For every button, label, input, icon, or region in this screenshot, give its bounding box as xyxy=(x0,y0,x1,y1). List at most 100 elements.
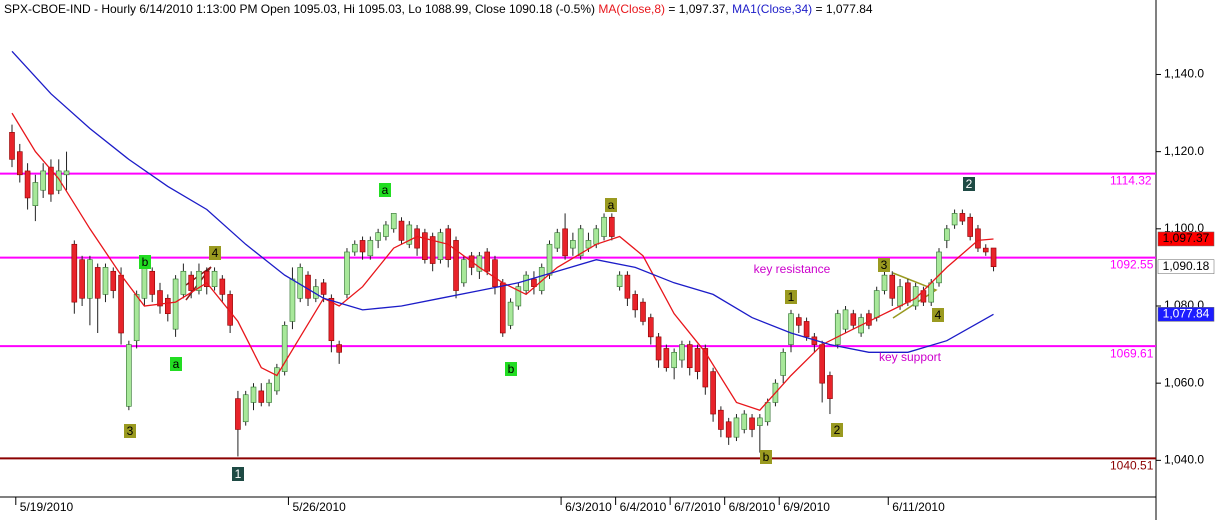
candle-body xyxy=(328,297,335,342)
candle-body xyxy=(351,243,358,253)
candle-body xyxy=(94,267,101,299)
candle-body xyxy=(819,344,825,384)
candle-body xyxy=(647,317,654,338)
header-part: = 1,077.84 xyxy=(812,2,873,16)
candle-body xyxy=(959,213,966,222)
price-tag xyxy=(1157,259,1215,274)
wave-label: 2 xyxy=(834,423,841,437)
wave-label-box xyxy=(605,198,617,212)
x-tick-label: 5/26/2010 xyxy=(292,500,346,514)
y-tick-label: 1,100.0 xyxy=(1164,221,1204,235)
price-tag xyxy=(1157,307,1215,322)
candle-body xyxy=(562,228,568,257)
candle-body xyxy=(118,274,124,334)
candle-body xyxy=(102,267,109,295)
wave-label: 1 xyxy=(235,467,242,481)
level-label: 1069.61 xyxy=(1110,346,1154,360)
candle-body xyxy=(757,417,763,426)
candle-body xyxy=(515,286,522,307)
candle-body xyxy=(624,274,631,299)
y-tick-label: 1,040.0 xyxy=(1164,453,1204,467)
candle-body xyxy=(258,390,265,403)
candle-body xyxy=(476,255,483,272)
triangle-pattern xyxy=(892,272,938,319)
wave-label-box xyxy=(170,357,182,371)
candle-body xyxy=(63,170,70,176)
x-tick-label: 5/19/2010 xyxy=(20,500,74,514)
candle-body xyxy=(889,274,896,299)
candle-body xyxy=(694,348,701,372)
wave-label-box xyxy=(963,177,975,191)
candle-body xyxy=(492,259,498,288)
candle-body xyxy=(149,270,156,295)
candle-body xyxy=(718,409,724,430)
candle-body xyxy=(398,220,405,241)
x-tick-label: 6/3/2010 xyxy=(565,500,612,514)
candle-body xyxy=(242,394,249,423)
candle-body xyxy=(422,232,428,260)
candle-body xyxy=(289,278,296,322)
candle-body xyxy=(577,228,584,257)
candle-body xyxy=(679,344,685,361)
candle-body xyxy=(936,251,942,284)
candle-body xyxy=(640,301,646,322)
candle-body xyxy=(79,259,85,299)
candle-body xyxy=(406,224,413,245)
candle-body xyxy=(274,367,280,392)
wave-label: 3 xyxy=(127,424,134,438)
price-tag xyxy=(1157,231,1215,247)
annotation-text: key support xyxy=(879,350,942,364)
y-tick-label: 1,060.0 xyxy=(1164,375,1204,389)
candle-body xyxy=(235,398,241,430)
candle-body xyxy=(336,344,342,353)
candle-body xyxy=(982,247,989,253)
wave-label-box xyxy=(379,183,391,197)
candle-body xyxy=(305,274,311,299)
candle-body xyxy=(531,278,537,288)
candle-body xyxy=(585,240,592,249)
candle-body xyxy=(523,274,529,291)
candle-body xyxy=(990,247,997,268)
header-part: MA(Close,8) xyxy=(598,2,665,16)
candle-body xyxy=(414,228,420,249)
candle-body xyxy=(320,282,327,295)
candle-body xyxy=(172,278,179,330)
wave-label-box xyxy=(209,246,221,260)
wave-label: b xyxy=(508,362,515,376)
candle-body xyxy=(663,348,670,369)
candle-body xyxy=(725,421,732,438)
wave-label-box xyxy=(232,467,244,481)
candle-body xyxy=(733,417,740,438)
wave-label: b xyxy=(763,450,770,464)
candle-body xyxy=(9,132,15,160)
candle-body xyxy=(24,170,31,199)
candle-body xyxy=(188,274,194,291)
header-part: SPX-CBOE-IND - Hourly 6/14/2010 1:13:00 … xyxy=(4,2,595,16)
candle-body xyxy=(32,182,39,206)
chart-header: SPX-CBOE-IND - Hourly 6/14/2010 1:13:00 … xyxy=(4,2,873,16)
header-part: = 1,097.37, xyxy=(665,2,729,16)
candle-body xyxy=(546,243,553,276)
candle-body xyxy=(795,317,802,326)
candle-body xyxy=(905,282,911,303)
candle-body xyxy=(344,251,350,295)
candle-body xyxy=(764,402,771,423)
candle-body xyxy=(749,417,755,430)
wave-label: 2 xyxy=(966,177,973,191)
candle-body xyxy=(897,286,903,307)
candle-body xyxy=(390,213,397,230)
candle-body xyxy=(126,344,132,407)
candle-body xyxy=(686,344,693,369)
candle-body xyxy=(834,313,841,345)
candle-body xyxy=(803,321,810,338)
candle-body xyxy=(632,294,639,311)
wave-label-box xyxy=(785,290,797,304)
wave-label: 4 xyxy=(935,308,942,322)
candle-body xyxy=(671,351,677,369)
candle-body xyxy=(951,213,958,226)
wave-label: a xyxy=(608,198,615,212)
candle-body xyxy=(780,351,787,376)
wave-label: b xyxy=(142,255,149,269)
candle-body xyxy=(203,270,210,288)
